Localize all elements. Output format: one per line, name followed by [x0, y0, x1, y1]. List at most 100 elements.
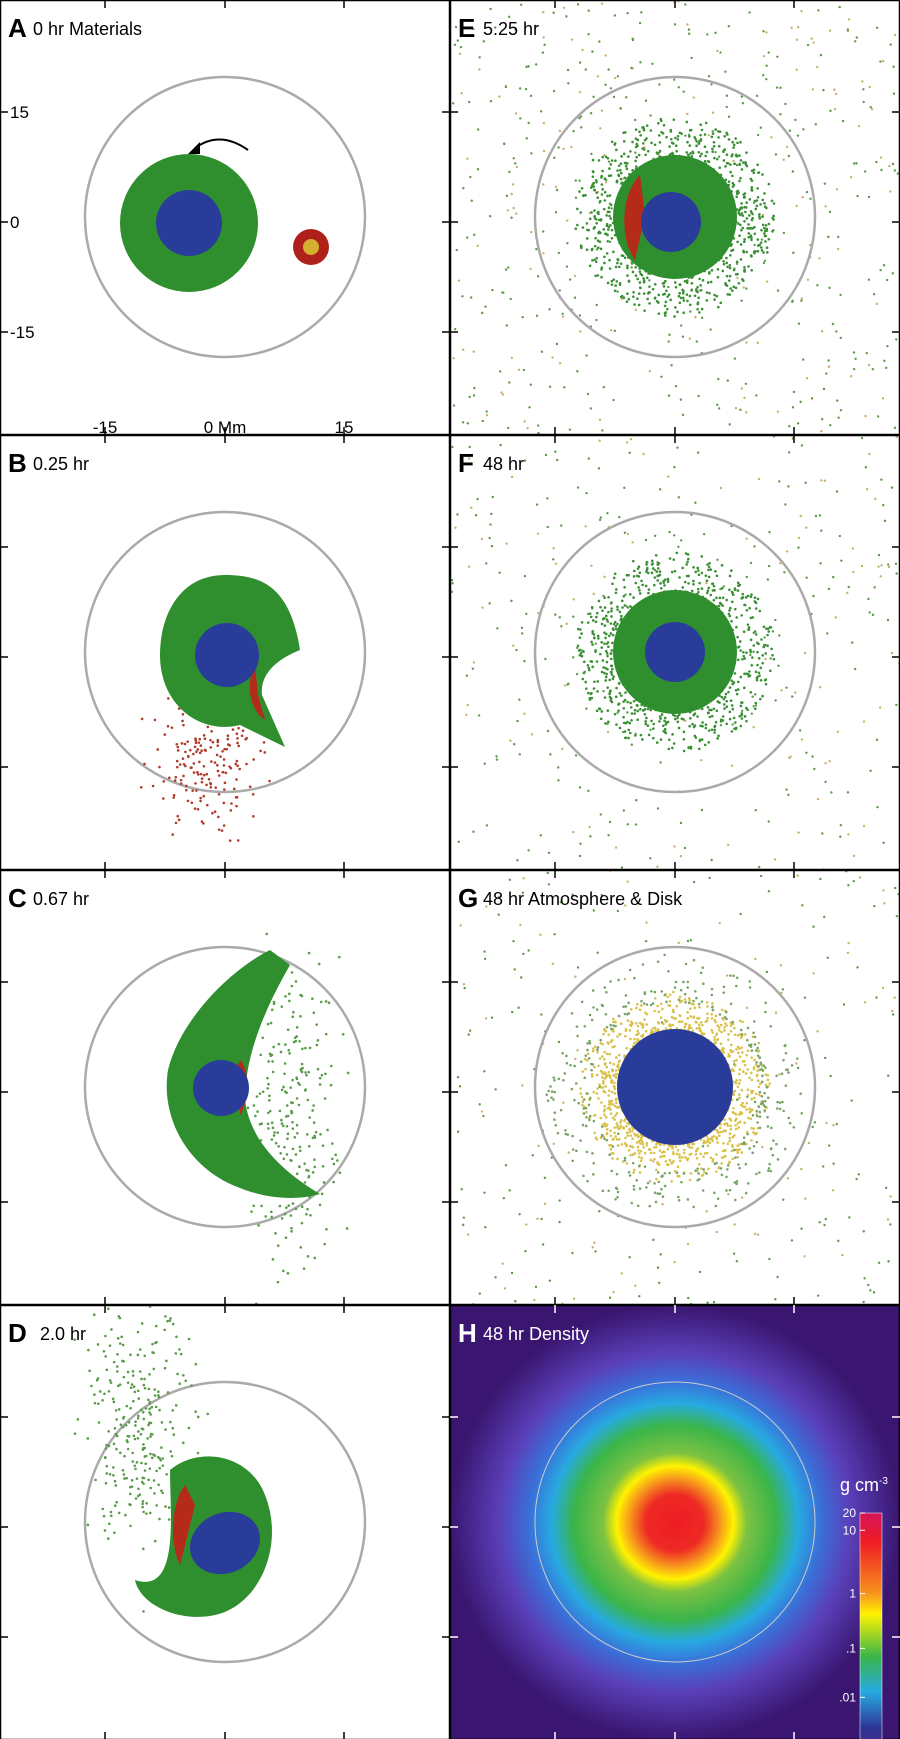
particle [788, 424, 791, 428]
particle [557, 1040, 561, 1044]
particle [605, 660, 609, 664]
particle [104, 1355, 107, 1358]
particle [646, 571, 650, 575]
particle [596, 196, 600, 199]
particle [101, 1398, 104, 1402]
particle [608, 267, 612, 270]
particle [192, 771, 196, 774]
particle [702, 1141, 705, 1145]
particle [133, 1437, 137, 1441]
particle [609, 1147, 613, 1151]
particle [689, 1172, 693, 1175]
particle [485, 905, 488, 908]
particle [601, 1042, 604, 1046]
particle [547, 883, 551, 886]
particle [790, 1064, 794, 1067]
particle [763, 226, 766, 230]
particle [742, 654, 746, 658]
particle [691, 722, 694, 726]
particle [712, 598, 716, 602]
particle [321, 1164, 325, 1168]
particle [241, 729, 245, 733]
particle [778, 634, 781, 637]
particle [671, 746, 674, 750]
particle [750, 189, 754, 192]
particle [694, 137, 697, 141]
particle [724, 281, 727, 285]
reference-circle [83, 1380, 367, 1664]
particle [616, 1124, 619, 1128]
particle [772, 657, 776, 661]
particle [200, 780, 204, 784]
particle [750, 211, 754, 215]
particle [666, 295, 669, 298]
particle [703, 145, 707, 149]
particle [603, 1104, 606, 1108]
particle [624, 593, 627, 596]
particle [714, 1014, 718, 1018]
particle [581, 48, 584, 52]
particle [631, 38, 635, 42]
particle [290, 971, 294, 974]
particle [676, 1165, 680, 1169]
particle [153, 1492, 156, 1495]
particle [601, 188, 604, 191]
particle [798, 729, 802, 732]
particle [618, 515, 621, 519]
particle [881, 397, 885, 400]
particle [118, 1342, 122, 1345]
particle [615, 148, 618, 152]
particle [262, 741, 266, 744]
particle [139, 785, 143, 789]
particle [686, 140, 689, 144]
particle [285, 1153, 289, 1156]
particle [102, 1514, 106, 1518]
particle [631, 1021, 634, 1025]
particle [476, 244, 479, 248]
particle [719, 51, 722, 54]
particle [295, 1123, 299, 1127]
particle [107, 1389, 111, 1393]
particle [757, 671, 761, 675]
particle [289, 1214, 293, 1217]
particle [620, 694, 623, 697]
particle [123, 1477, 126, 1480]
particle [835, 188, 839, 191]
particle [149, 1421, 153, 1425]
particle [182, 1373, 185, 1377]
particle [620, 181, 624, 184]
particle [307, 1174, 311, 1178]
particle [252, 815, 255, 818]
particle [706, 33, 709, 36]
particle [725, 274, 729, 278]
particle [782, 231, 786, 235]
particle [889, 1223, 892, 1226]
particle [688, 337, 692, 340]
particle [639, 61, 642, 64]
particle [112, 1400, 116, 1404]
particle [553, 933, 556, 936]
particle [576, 223, 579, 227]
particle [604, 636, 607, 640]
particle [749, 638, 753, 642]
particle [731, 1135, 735, 1139]
particle [290, 1226, 293, 1230]
particle [761, 198, 765, 202]
particle [679, 821, 683, 825]
particle [764, 223, 768, 227]
particle [648, 370, 652, 373]
particle [608, 695, 612, 699]
particle [494, 1088, 497, 1091]
particle [194, 741, 198, 745]
particle [586, 392, 590, 396]
particle [880, 564, 883, 567]
particle [649, 1158, 653, 1162]
particle [739, 408, 742, 412]
particle [739, 649, 742, 652]
particle [726, 293, 730, 296]
particle [657, 312, 661, 315]
particle [814, 123, 818, 126]
particle [321, 1144, 325, 1147]
particle [833, 107, 837, 111]
particle [102, 1350, 106, 1353]
